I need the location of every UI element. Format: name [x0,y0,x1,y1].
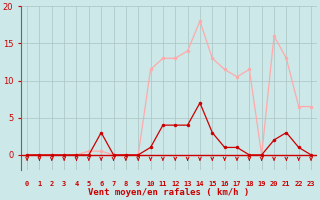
X-axis label: Vent moyen/en rafales ( km/h ): Vent moyen/en rafales ( km/h ) [88,188,250,197]
